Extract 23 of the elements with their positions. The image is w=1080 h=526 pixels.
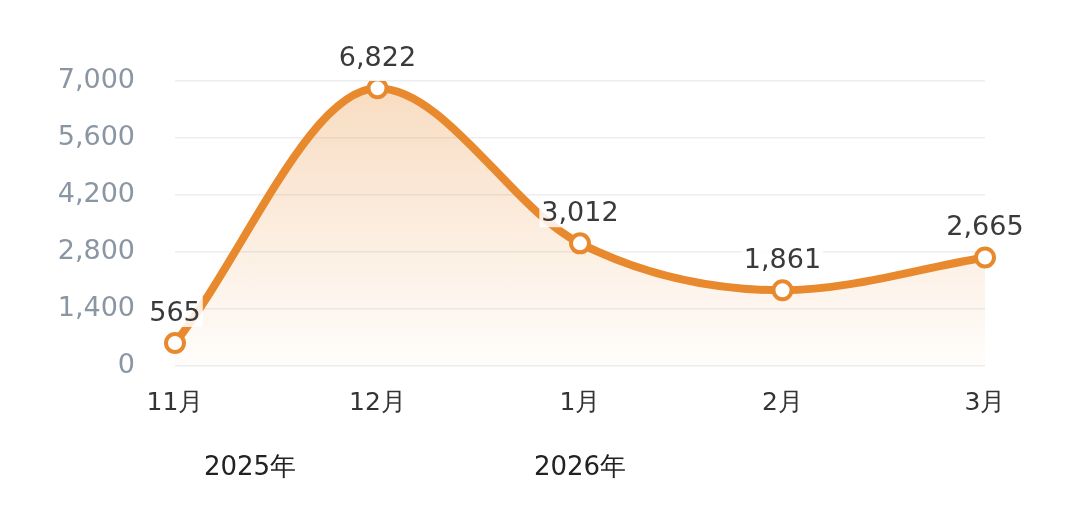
y-tick-label: 2,800 bbox=[57, 234, 135, 266]
text: 2025年 bbox=[203, 450, 297, 481]
data-label: 565 bbox=[149, 295, 201, 327]
y-tick-label: 0 bbox=[117, 348, 135, 380]
y-tick-label: 5,600 bbox=[57, 120, 135, 152]
y-tick-label: 4,200 bbox=[57, 177, 135, 209]
x-tick-label: 11月 bbox=[146, 386, 204, 416]
x-tick-label: 1月 bbox=[559, 386, 601, 416]
data-label: 3,012 bbox=[541, 195, 619, 227]
point bbox=[569, 232, 591, 255]
y-tick-label: 1,400 bbox=[57, 291, 135, 323]
data-label: 6,822 bbox=[338, 40, 417, 72]
x-tick-label: 3月 bbox=[964, 386, 1006, 416]
point bbox=[771, 279, 794, 302]
data-label: 2,665 bbox=[946, 210, 1024, 242]
y-tick-label: 7,000 bbox=[57, 63, 135, 95]
point bbox=[974, 246, 996, 269]
x-tick-label: 2月 bbox=[762, 386, 803, 416]
point bbox=[164, 332, 186, 354]
point bbox=[366, 81, 389, 100]
data-label: 1,861 bbox=[743, 242, 822, 274]
text: 2026年 bbox=[533, 450, 627, 481]
x-tick-label: 12月 bbox=[349, 386, 406, 416]
